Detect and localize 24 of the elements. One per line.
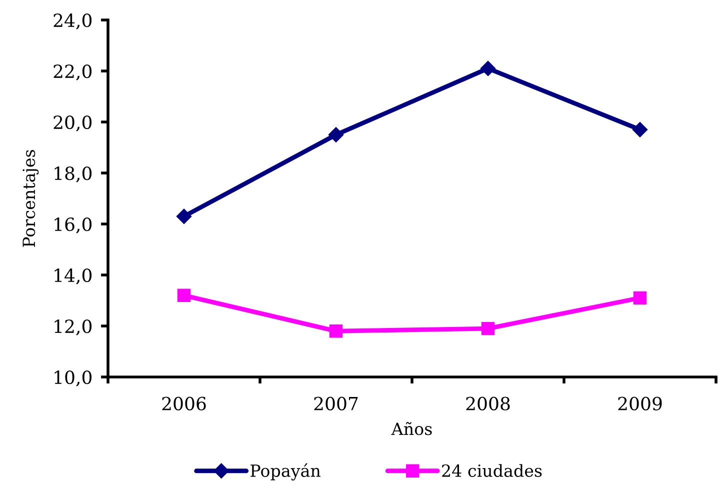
point (480, 60, 496, 76)
x-tick-label: 2007 (314, 396, 358, 410)
y-tick-label: 10,0 (54, 370, 92, 386)
x-axis-title: Años (391, 422, 432, 436)
point (176, 208, 192, 224)
point (632, 122, 648, 138)
y-tick-label: 12,0 (54, 319, 92, 336)
y-tick-label: 14,0 (54, 268, 92, 284)
point (633, 291, 647, 305)
y-tick-label: 20,0 (54, 115, 92, 132)
point (177, 288, 191, 302)
x-tick-label: 2008 (466, 396, 510, 410)
x-tick-label: 2006 (162, 396, 206, 410)
y-tick-label: 24,0 (54, 13, 92, 30)
point (328, 127, 344, 142)
legend-label: Popayán (250, 463, 320, 480)
y-tick-label: 22,0 (54, 64, 92, 80)
point (481, 322, 495, 336)
x-tick-label: 2009 (618, 396, 662, 410)
y-tick-label: 18,0 (54, 166, 92, 182)
y-axis-title: Porcentajes (22, 150, 39, 247)
point (329, 324, 343, 338)
y-tick-label: 16,0 (54, 217, 92, 234)
legend-label: 24 ciudades (442, 464, 542, 477)
